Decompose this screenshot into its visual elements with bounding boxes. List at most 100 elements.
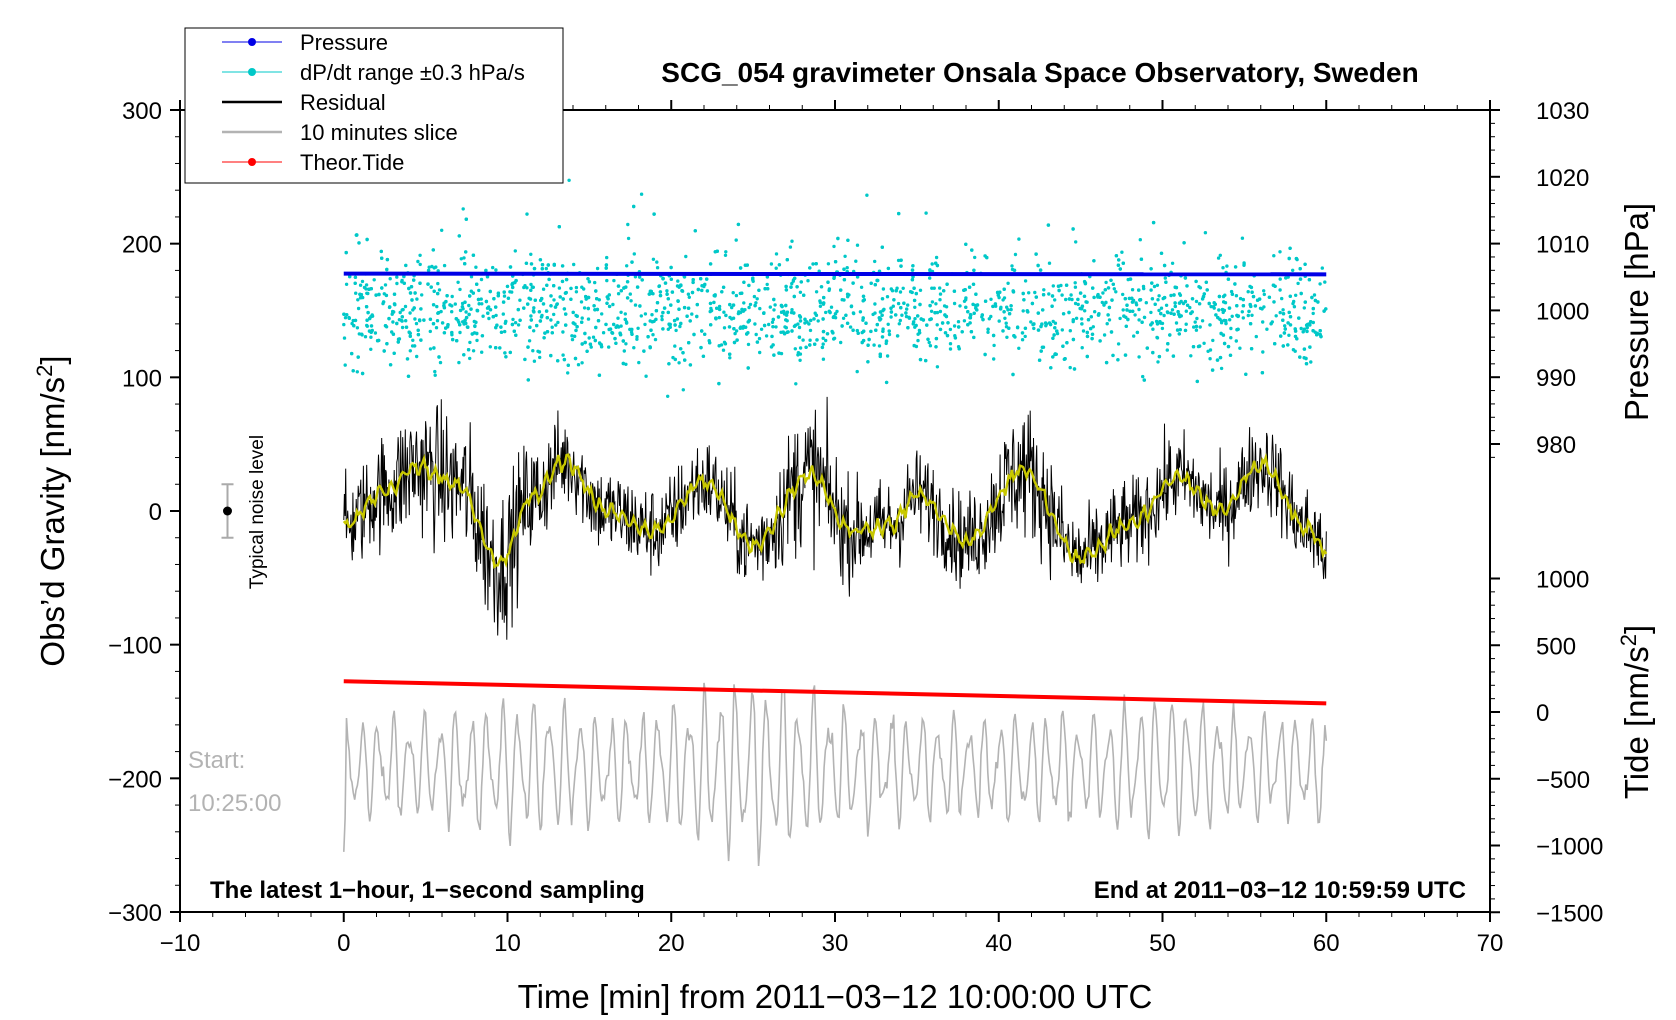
dpdt-point: [1125, 308, 1129, 312]
dpdt-point: [1208, 323, 1212, 327]
dpdt-point: [345, 313, 349, 317]
dpdt-point: [839, 340, 843, 345]
dpdt-point: [757, 288, 761, 292]
dpdt-point: [458, 330, 462, 335]
dpdt-point: [832, 314, 836, 319]
dpdt-point: [502, 294, 507, 298]
dpdt-point: [391, 332, 396, 336]
dpdt-point: [691, 278, 695, 282]
dpdt-point: [1091, 325, 1096, 329]
dpdt-point: [968, 316, 973, 320]
dpdt-point: [672, 318, 677, 323]
dpdt-point: [1021, 309, 1025, 313]
dpdt-point: [924, 211, 928, 215]
dpdt-point: [1086, 318, 1091, 322]
dpdt-point: [1215, 358, 1220, 362]
dpdt-point: [392, 302, 397, 306]
dpdt-point: [717, 307, 722, 312]
dpdt-point: [535, 323, 539, 328]
dpdt-point: [628, 292, 632, 296]
dpdt-point: [842, 267, 846, 271]
dpdt-point: [549, 294, 553, 298]
dpdt-point: [438, 360, 443, 365]
dpdt-point: [1071, 337, 1076, 342]
dpdt-point: [625, 280, 630, 284]
dpdt-point: [539, 298, 543, 303]
dpdt-point: [772, 353, 776, 357]
dpdt-point: [771, 317, 775, 322]
dpdt-point: [772, 308, 776, 312]
dpdt-point: [1083, 309, 1087, 313]
dpdt-point: [508, 350, 512, 355]
dpdt-point: [1125, 303, 1129, 307]
dpdt-point: [1061, 312, 1066, 316]
dpdt-point: [650, 313, 654, 317]
dpdt-point: [380, 286, 384, 290]
dpdt-point: [654, 309, 659, 313]
dpdt-point: [1142, 378, 1147, 382]
dpdt-point: [779, 303, 784, 308]
dpdt-point: [972, 335, 976, 340]
dpdt-point: [1164, 303, 1169, 307]
dpdt-point: [1155, 322, 1160, 326]
dpdt-point: [1041, 293, 1046, 297]
dpdt-point: [873, 283, 877, 287]
dpdt-point: [833, 260, 838, 264]
dpdt-point: [1222, 308, 1227, 313]
dpdt-point: [550, 331, 554, 335]
dpdt-point: [855, 369, 859, 374]
dpdt-point: [906, 303, 910, 307]
dpdt-point: [1089, 315, 1094, 319]
dpdt-point: [651, 333, 655, 337]
dpdt-point: [992, 343, 996, 348]
dpdt-point: [845, 266, 849, 270]
x-tick-label: 30: [822, 930, 849, 957]
dpdt-point: [379, 249, 383, 254]
dpdt-point: [464, 315, 469, 320]
dpdt-point: [972, 311, 976, 315]
dpdt-point: [782, 309, 786, 314]
dpdt-point: [1203, 231, 1208, 235]
dpdt-point: [437, 288, 442, 292]
dpdt-point: [1316, 300, 1320, 304]
dpdt-point: [985, 255, 989, 260]
dpdt-point: [675, 284, 680, 288]
dpdt-point: [353, 275, 358, 279]
dpdt-point: [437, 355, 441, 359]
dpdt-point: [1139, 257, 1144, 261]
dpdt-point: [723, 253, 728, 257]
dpdt-point: [1080, 346, 1084, 350]
dpdt-point: [821, 336, 825, 340]
dpdt-point: [585, 349, 589, 353]
dpdt-point: [607, 345, 611, 349]
dpdt-point: [831, 331, 835, 335]
dpdt-point: [1128, 277, 1133, 281]
dpdt-point: [429, 285, 433, 289]
dpdt-point: [545, 283, 549, 287]
dpdt-point: [895, 334, 900, 338]
dpdt-point: [717, 304, 722, 309]
dpdt-point: [967, 285, 972, 289]
dpdt-point: [456, 280, 460, 284]
dpdt-point: [1262, 292, 1267, 297]
dpdt-point: [1224, 319, 1228, 323]
dpdt-point: [457, 234, 461, 238]
dpdt-point: [864, 321, 868, 325]
dpdt-point: [715, 306, 719, 310]
dpdt-point: [738, 326, 742, 330]
dpdt-point: [418, 262, 422, 267]
dpdt-point: [1278, 250, 1282, 254]
dpdt-point: [1076, 302, 1080, 307]
dpdt-point: [721, 285, 726, 289]
dpdt-point: [564, 323, 568, 327]
dpdt-point: [370, 314, 375, 318]
dpdt-point: [773, 303, 777, 307]
dpdt-point: [1174, 321, 1179, 325]
dpdt-point: [905, 307, 909, 311]
dpdt-point: [1007, 312, 1012, 316]
dpdt-point: [690, 312, 694, 316]
dpdt-point: [703, 282, 707, 287]
dpdt-point: [1274, 314, 1278, 318]
dpdt-point: [1030, 301, 1035, 306]
dpdt-point: [1009, 307, 1013, 312]
